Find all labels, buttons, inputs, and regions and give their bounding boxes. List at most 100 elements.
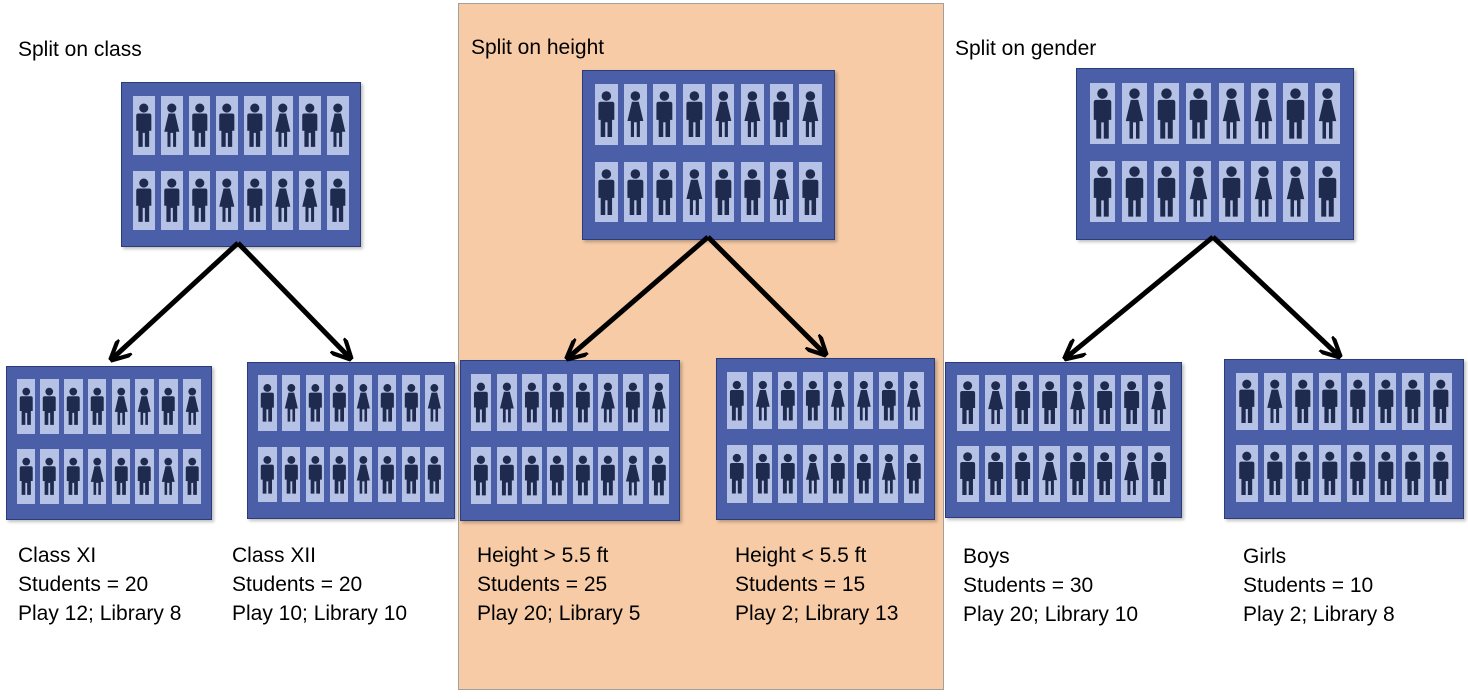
child-group-class-xii: [247, 362, 455, 519]
student-card-boy: [984, 446, 1006, 502]
student-card-girl: [740, 84, 764, 145]
node-name: Height > 5.5 ft: [477, 544, 609, 567]
male-person-icon: [308, 455, 322, 494]
male-person-icon: [1151, 452, 1167, 496]
node-name: Height < 5.5 ft: [735, 544, 867, 567]
student-card-boy: [1291, 372, 1314, 430]
student-card-boy: [257, 375, 277, 432]
male-person-icon: [330, 178, 346, 222]
male-person-icon: [525, 382, 539, 423]
male-person-icon: [1433, 379, 1449, 423]
male-person-icon: [380, 384, 394, 422]
male-person-icon: [284, 455, 298, 494]
node-name: Girls: [1243, 545, 1287, 568]
panel-title-height: Split on height: [471, 36, 605, 59]
student-card-boy: [327, 171, 349, 230]
student-card-girl: [271, 96, 294, 155]
arrow-gender-left: [1067, 235, 1215, 357]
male-person-icon: [302, 103, 318, 147]
student-card-girl: [682, 161, 706, 223]
student-card-boy: [957, 375, 979, 431]
node-play-library: Play 10; Library 10: [232, 602, 408, 625]
male-person-icon: [260, 455, 274, 494]
node-students: Students = 25: [477, 573, 608, 596]
student-card-girl: [624, 84, 647, 145]
student-card-girl: [1282, 160, 1308, 222]
male-person-icon: [66, 387, 80, 425]
student-card-boy: [64, 449, 83, 504]
student-card-girl: [1121, 446, 1143, 502]
student-card-boy: [471, 373, 492, 431]
student-card-boy: [547, 373, 568, 431]
arrow-height-left: [569, 235, 710, 357]
child-group-height-tall: [460, 360, 680, 521]
student-card-boy: [547, 446, 568, 505]
student-card-girl: [1039, 446, 1061, 502]
child-group-girls: [1224, 359, 1464, 519]
male-person-icon: [1069, 452, 1085, 496]
student-card-girl: [159, 449, 178, 504]
female-person-icon: [274, 103, 291, 147]
male-person-icon: [161, 387, 175, 425]
male-person-icon: [1097, 381, 1112, 425]
male-person-icon: [780, 454, 795, 494]
female-person-icon: [1267, 379, 1283, 423]
female-person-icon: [881, 454, 896, 494]
student-card-boy: [281, 446, 301, 503]
student-card-boy: [572, 373, 593, 431]
male-person-icon: [1126, 166, 1144, 217]
male-person-icon: [626, 382, 641, 423]
male-person-icon: [1405, 451, 1421, 496]
male-person-icon: [90, 387, 104, 425]
student-card-boy: [1291, 445, 1314, 503]
male-person-icon: [960, 381, 976, 425]
female-person-icon: [138, 387, 152, 425]
female-person-icon: [805, 454, 820, 494]
node-label-class-xii: Class XII Students = 20 Play 10; Library…: [232, 541, 407, 628]
male-person-icon: [191, 103, 208, 147]
student-card-boy: [1154, 160, 1180, 222]
male-person-icon: [1318, 166, 1337, 217]
female-person-icon: [715, 91, 732, 138]
male-person-icon: [428, 455, 442, 494]
student-card-boy: [161, 171, 183, 230]
student-card-boy: [957, 446, 979, 502]
female-person-icon: [831, 380, 845, 421]
student-card-boy: [598, 446, 618, 505]
student-card-boy: [16, 379, 36, 434]
student-card-boy: [1319, 445, 1341, 503]
student-card-girl: [1148, 375, 1170, 431]
student-card-boy: [305, 446, 325, 503]
male-person-icon: [1015, 381, 1030, 425]
student-card-boy: [1347, 445, 1369, 503]
student-card-boy: [1430, 372, 1452, 430]
student-card-boy: [182, 449, 202, 504]
student-card-boy: [727, 445, 748, 503]
male-person-icon: [260, 384, 274, 422]
student-card-girl: [1066, 375, 1088, 431]
student-card-boy: [740, 161, 764, 223]
student-card-boy: [1347, 372, 1369, 430]
node-name: Boys: [963, 545, 1010, 568]
male-person-icon: [685, 91, 702, 138]
male-person-icon: [744, 168, 761, 215]
female-person-icon: [356, 384, 370, 422]
student-card-boy: [1402, 372, 1424, 430]
female-person-icon: [1126, 87, 1144, 139]
node-play-library: Play 20; Library 5: [477, 602, 641, 625]
female-person-icon: [773, 168, 790, 215]
female-person-icon: [1190, 166, 1208, 217]
male-person-icon: [987, 452, 1003, 496]
female-person-icon: [1254, 166, 1272, 217]
student-card-boy: [496, 446, 517, 505]
student-card-boy: [244, 171, 266, 230]
node-students: Students = 20: [18, 573, 149, 596]
student-card-girl: [182, 379, 202, 434]
male-person-icon: [550, 382, 565, 423]
male-person-icon: [219, 103, 235, 147]
male-person-icon: [773, 91, 790, 138]
student-card-boy: [803, 371, 823, 430]
female-person-icon: [685, 168, 702, 215]
student-card-girl: [496, 373, 517, 431]
student-card-boy: [16, 449, 36, 504]
